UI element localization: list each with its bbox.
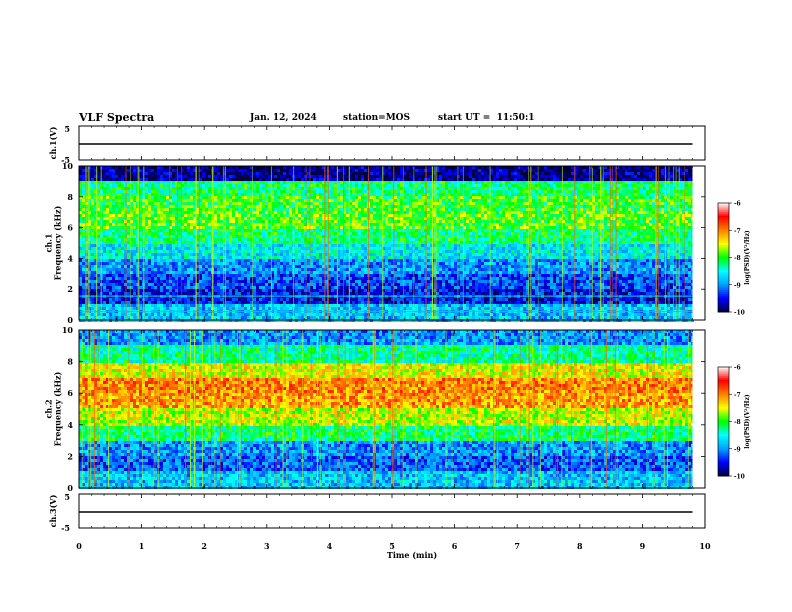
colorbar-2-tick--6: -6 (734, 365, 741, 372)
chart-title: VLF Spectra (79, 111, 154, 124)
ch1-spectrogram-ytick-4: 4 (67, 253, 73, 263)
colorbar-2-label: log(PSD)(V²/Hz) (744, 394, 751, 449)
xtick-6: 6 (452, 541, 458, 551)
spectrogram-bursts-1 (85, 166, 686, 320)
ch3-voltage-frame (78, 493, 706, 529)
ch2-spectrogram-ytick-4: 4 (67, 420, 73, 430)
xtick-2: 2 (201, 541, 207, 551)
ch2-spectrogram-ytick-8: 8 (67, 357, 73, 367)
ch1-voltage-ytick-0: 5 (64, 124, 70, 134)
ch3-voltage-ytick-1: -5 (61, 523, 70, 533)
xtick-9: 9 (640, 541, 646, 551)
ch1-spectrogram-ytick-2: 2 (67, 284, 73, 294)
xtick-4: 4 (327, 541, 333, 551)
spectrogram-cells-2 (79, 330, 694, 489)
xtick-8: 8 (577, 541, 583, 551)
spectrogram-cells-1 (79, 166, 694, 322)
xtick-1: 1 (139, 541, 145, 551)
xtick-3: 3 (264, 541, 270, 551)
ch1-spectrogram-ylabel-1: Frequency (kHz) (53, 205, 63, 280)
colorbar-1 (718, 203, 729, 313)
colorbar-1-tick--8: -8 (734, 255, 741, 262)
ch2-spectrogram-ytick-10: 10 (62, 325, 74, 335)
narrowband-line-2 (79, 311, 693, 312)
xtick-0: 0 (76, 541, 82, 551)
station-label: station=MOS (343, 113, 410, 123)
ch1-spectrogram-ytick-0: 0 (67, 315, 73, 325)
ch3-voltage-ytick-0: 5 (64, 492, 70, 502)
ch1-voltage-ylabel-0: ch.1(V) (48, 126, 58, 159)
colorbar-2 (718, 367, 729, 477)
colorbar-1-tick--10: -10 (734, 310, 745, 317)
ch1-spectrogram-ylabel-0: ch.1 (44, 233, 54, 252)
start-ut-label: start UT = 11:50:1 (438, 113, 535, 123)
xtick-10: 10 (699, 541, 711, 551)
ch3-voltage-ylabel-0: ch.3(V) (48, 494, 58, 527)
colorbar-2-tick--7: -7 (734, 392, 741, 399)
no-data-gap-1 (692, 166, 705, 320)
ch2-spectrogram-ytick-2: 2 (67, 451, 73, 461)
spectrogram-bursts-2 (81, 330, 689, 488)
ch1-voltage-frame (78, 125, 706, 161)
narrowband-line-1 (79, 295, 693, 297)
colorbar-1-tick--7: -7 (734, 228, 741, 235)
ch2-spectrogram-ylabel-1: Frequency (kHz) (53, 371, 63, 446)
colorbar-1-tick--6: -6 (734, 201, 741, 208)
colorbar-2-tick--9: -9 (734, 446, 741, 453)
colorbar-2-tick--10: -10 (734, 474, 745, 481)
ch1-spectrogram-ytick-10: 10 (62, 161, 74, 171)
date-label: Jan. 12, 2024 (250, 113, 317, 123)
xtick-5: 5 (389, 541, 395, 551)
colorbar-2-tick--8: -8 (734, 419, 741, 426)
ch1-spectrogram-ytick-6: 6 (67, 223, 73, 233)
xaxis-label: Time (min) (387, 550, 437, 560)
ch1-voltage-ytick-1: -5 (61, 155, 70, 165)
ch2-spectrogram-ytick-6: 6 (67, 388, 73, 398)
ch2-spectrogram-ytick-0: 0 (67, 483, 73, 493)
no-data-gap-2 (692, 330, 705, 488)
ch1-spectrogram-ytick-8: 8 (67, 192, 73, 202)
colorbar-1-tick--9: -9 (734, 282, 741, 289)
colorbar-1-label: log(PSD)(V²/Hz) (744, 230, 751, 285)
ch2-spectrogram-ylabel-0: ch.2 (44, 399, 54, 418)
xtick-7: 7 (514, 541, 520, 551)
